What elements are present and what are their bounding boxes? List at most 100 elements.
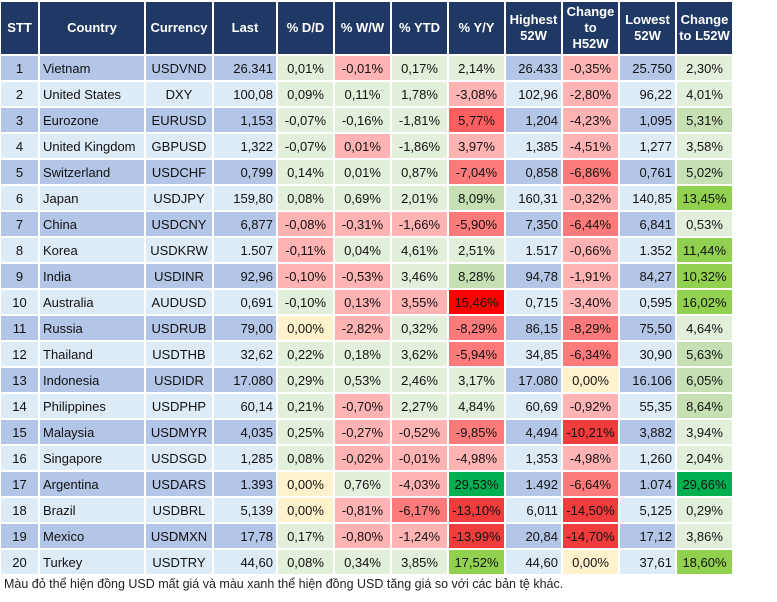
cell-currency: USDTHB — [146, 342, 212, 366]
cell-pct-ytd: 3,85% — [392, 550, 447, 574]
cell-currency: USDMYR — [146, 420, 212, 444]
table-row: 16 Singapore USDSGD 1,285 0,08% -0,02% -0,01% -… — [1, 446, 732, 470]
cell-change-to-h52w: -14,50% — [563, 498, 618, 522]
table-row: 3 Eurozone EURUSD 1,153 -0,07% -0,16% -1,81% 5,… — [1, 108, 732, 132]
cell-pct-yy: 5,77% — [449, 108, 504, 132]
cell-lowest-52w: 0,595 — [620, 290, 675, 314]
table-row: 17 Argentina USDARS 1.393 0,00% 0,76% -4,03% 29… — [1, 472, 732, 496]
cell-highest-52w: 17.080 — [506, 368, 561, 392]
cell-pct-ytd: -6,17% — [392, 498, 447, 522]
cell-highest-52w: 1,385 — [506, 134, 561, 158]
cell-lowest-52w: 55,35 — [620, 394, 675, 418]
cell-highest-52w: 0,858 — [506, 160, 561, 184]
cell-last: 0,691 — [214, 290, 276, 314]
cell-currency: DXY — [146, 82, 212, 106]
cell-pct-dd: 0,22% — [278, 342, 333, 366]
cell-pct-ww: -0,80% — [335, 524, 390, 548]
cell-pct-ytd: -1,66% — [392, 212, 447, 236]
cell-last: 32,62 — [214, 342, 276, 366]
cell-change-to-l52w: 4,64% — [677, 316, 732, 340]
cell-highest-52w: 6,011 — [506, 498, 561, 522]
table-row: 10 Australia AUDUSD 0,691 -0,10% 0,13% 3,55% 15… — [1, 290, 732, 314]
cell-pct-ww: -0,02% — [335, 446, 390, 470]
cell-pct-ww: 0,01% — [335, 134, 390, 158]
cell-pct-ww: -0,01% — [335, 56, 390, 80]
cell-stt: 9 — [1, 264, 38, 288]
cell-last: 17,78 — [214, 524, 276, 548]
cell-pct-yy: 15,46% — [449, 290, 504, 314]
cell-change-to-l52w: 5,31% — [677, 108, 732, 132]
cell-change-to-h52w: -0,35% — [563, 56, 618, 80]
cell-highest-52w: 1.517 — [506, 238, 561, 262]
cell-highest-52w: 0,715 — [506, 290, 561, 314]
header-change-to-l52w: Change to L52W — [677, 2, 732, 54]
cell-last: 17.080 — [214, 368, 276, 392]
cell-lowest-52w: 1.074 — [620, 472, 675, 496]
cell-last: 44,60 — [214, 550, 276, 574]
cell-stt: 20 — [1, 550, 38, 574]
cell-change-to-l52w: 5,63% — [677, 342, 732, 366]
cell-last: 0,799 — [214, 160, 276, 184]
table-row: 7 China USDCNY 6,877 -0,08% -0,31% -1,66% -5,90… — [1, 212, 732, 236]
cell-highest-52w: 94,78 — [506, 264, 561, 288]
table-row: 6 Japan USDJPY 159,80 0,08% 0,69% 2,01% 8,09% 16… — [1, 186, 732, 210]
cell-last: 1,285 — [214, 446, 276, 470]
cell-pct-dd: -0,07% — [278, 108, 333, 132]
cell-currency: AUDUSD — [146, 290, 212, 314]
cell-lowest-52w: 17,12 — [620, 524, 675, 548]
cell-lowest-52w: 75,50 — [620, 316, 675, 340]
table-row: 19 Mexico USDMXN 17,78 0,17% -0,80% -1,24% -13,… — [1, 524, 732, 548]
cell-pct-yy: 3,97% — [449, 134, 504, 158]
cell-stt: 7 — [1, 212, 38, 236]
table-row: 18 Brazil USDBRL 5,139 0,00% -0,81% -6,17% -13,… — [1, 498, 732, 522]
header-pct-ytd: % YTD — [392, 2, 447, 54]
cell-stt: 1 — [1, 56, 38, 80]
cell-pct-yy: -13,99% — [449, 524, 504, 548]
cell-pct-ytd: 2,01% — [392, 186, 447, 210]
cell-currency: USDTRY — [146, 550, 212, 574]
cell-currency: USDSGD — [146, 446, 212, 470]
cell-change-to-h52w: -4,51% — [563, 134, 618, 158]
cell-pct-ww: -0,31% — [335, 212, 390, 236]
cell-lowest-52w: 1,095 — [620, 108, 675, 132]
cell-pct-ytd: -4,03% — [392, 472, 447, 496]
cell-lowest-52w: 37,61 — [620, 550, 675, 574]
cell-highest-52w: 160,31 — [506, 186, 561, 210]
cell-change-to-l52w: 6,05% — [677, 368, 732, 392]
cell-pct-ytd: 0,32% — [392, 316, 447, 340]
cell-lowest-52w: 16.106 — [620, 368, 675, 392]
cell-country: Vietnam — [40, 56, 144, 80]
cell-pct-dd: 0,14% — [278, 160, 333, 184]
cell-lowest-52w: 84,27 — [620, 264, 675, 288]
cell-pct-dd: -0,10% — [278, 264, 333, 288]
cell-change-to-h52w: -6,34% — [563, 342, 618, 366]
cell-change-to-l52w: 4,01% — [677, 82, 732, 106]
cell-pct-yy: -7,04% — [449, 160, 504, 184]
cell-pct-ytd: 0,87% — [392, 160, 447, 184]
cell-country: Korea — [40, 238, 144, 262]
cell-lowest-52w: 1,277 — [620, 134, 675, 158]
cell-currency: USDJPY — [146, 186, 212, 210]
header-row: STT Country Currency Last% D/D% W/W% YTD% Y… — [1, 2, 732, 54]
cell-pct-ww: -0,27% — [335, 420, 390, 444]
cell-change-to-l52w: 2,04% — [677, 446, 732, 470]
cell-pct-ww: -2,82% — [335, 316, 390, 340]
cell-currency: USDVND — [146, 56, 212, 80]
cell-change-to-h52w: -0,92% — [563, 394, 618, 418]
cell-change-to-h52w: -6,86% — [563, 160, 618, 184]
cell-highest-52w: 20,84 — [506, 524, 561, 548]
cell-change-to-l52w: 10,32% — [677, 264, 732, 288]
cell-highest-52w: 102,96 — [506, 82, 561, 106]
table-row: 5 Switzerland USDCHF 0,799 0,14% 0,01% 0,87% -7… — [1, 160, 732, 184]
cell-change-to-l52w: 0,53% — [677, 212, 732, 236]
cell-pct-ww: 0,53% — [335, 368, 390, 392]
header-country: Country — [40, 2, 144, 54]
cell-last: 100,08 — [214, 82, 276, 106]
table-row: 12 Thailand USDTHB 32,62 0,22% 0,18% 3,62% -5,9… — [1, 342, 732, 366]
cell-pct-dd: -0,08% — [278, 212, 333, 236]
currency-table: STT Country Currency Last% D/D% W/W% YTD% Y… — [1, 2, 732, 574]
cell-stt: 14 — [1, 394, 38, 418]
cell-country: Eurozone — [40, 108, 144, 132]
cell-stt: 6 — [1, 186, 38, 210]
cell-pct-ww: 0,13% — [335, 290, 390, 314]
